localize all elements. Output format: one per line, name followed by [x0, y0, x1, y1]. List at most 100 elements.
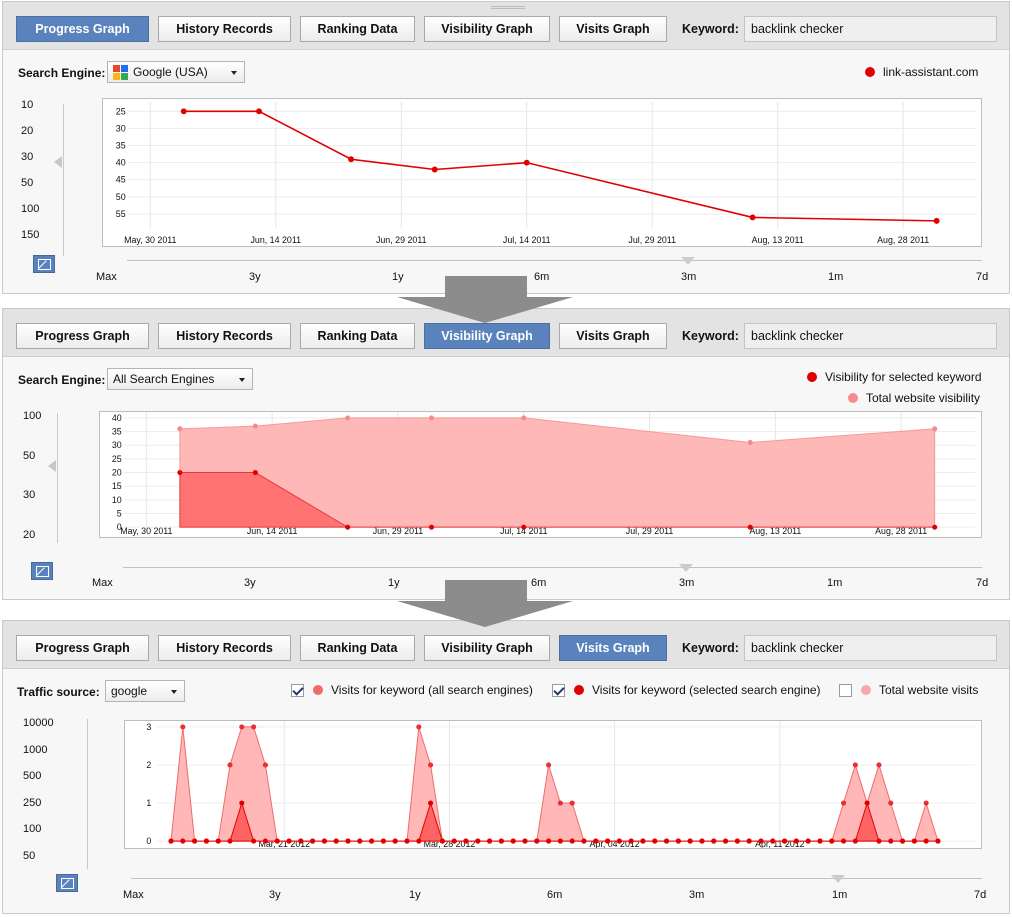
data-point [640, 838, 646, 844]
scale-label: 100 [23, 823, 42, 835]
tab-progress-graph[interactable]: Progress Graph [16, 635, 149, 661]
data-point [605, 838, 611, 844]
keyword-field[interactable] [744, 323, 997, 349]
data-point [286, 838, 292, 844]
range-slider-handle[interactable] [681, 257, 695, 265]
expand-icon[interactable] [56, 874, 78, 892]
checkbox-all-engines[interactable] [291, 683, 304, 697]
legend-dot-icon [807, 372, 817, 382]
visits-graph-panel: Progress Graph History Records Ranking D… [2, 620, 1010, 914]
data-point [348, 156, 355, 163]
zoom-slider-handle[interactable] [54, 156, 62, 168]
zoom-slider-track[interactable] [57, 413, 58, 543]
tab-visits-graph[interactable]: Visits Graph [559, 323, 667, 349]
data-point [899, 838, 906, 844]
data-point [888, 838, 894, 844]
data-point [369, 838, 375, 844]
tab-visibility-graph[interactable]: Visibility Graph [424, 323, 550, 349]
range-slider-handle[interactable] [831, 875, 845, 883]
expand-icon[interactable] [31, 562, 53, 580]
y-tick-label: 15 [112, 481, 122, 491]
zoom-slider-track[interactable] [87, 719, 88, 869]
data-point [357, 838, 363, 844]
tab-ranking-data[interactable]: Ranking Data [300, 16, 415, 42]
legend-item: link-assistant.com [865, 65, 978, 79]
data-point [687, 838, 693, 844]
resize-grip-icon[interactable] [491, 6, 525, 9]
google-icon [113, 64, 128, 80]
scale-label: 250 [23, 796, 42, 809]
tab-ranking-data[interactable]: Ranking Data [300, 635, 415, 661]
data-point [734, 838, 740, 844]
range-label: 1m [832, 889, 848, 901]
x-tick-label: Jul, 14 2011 [500, 526, 548, 536]
data-point [523, 159, 530, 166]
y-tick-label: 2 [146, 760, 151, 770]
range-slider-handle[interactable] [679, 564, 693, 572]
tab-progress-graph[interactable]: Progress Graph [16, 16, 149, 42]
expand-icon[interactable] [33, 255, 55, 273]
scale-label: 50 [21, 177, 34, 189]
data-point [534, 838, 540, 844]
search-engine-select[interactable]: Google (USA) [107, 61, 245, 83]
data-point [239, 724, 245, 730]
range-slider-track[interactable] [127, 260, 982, 261]
range-slider-track[interactable] [123, 567, 982, 568]
tab-history-records[interactable]: History Records [158, 635, 291, 661]
data-point [498, 838, 504, 844]
checkbox-selected-engine[interactable] [552, 683, 565, 697]
traffic-source-select[interactable]: google [105, 680, 185, 702]
data-point [840, 800, 847, 806]
x-tick-label: Aug, 28 2011 [877, 235, 929, 245]
zoom-slider-track[interactable] [63, 104, 64, 256]
keyword-field[interactable] [744, 635, 997, 661]
legend-dot-icon [313, 685, 323, 695]
data-point [749, 214, 756, 221]
data-point [298, 838, 304, 844]
legend-item: Visits for keyword (all search engines) [291, 683, 533, 697]
data-point [428, 800, 434, 806]
search-engine-value: Google (USA) [133, 65, 208, 79]
data-point [215, 838, 221, 844]
zoom-slider-handle[interactable] [48, 460, 56, 472]
tab-visits-graph[interactable]: Visits Graph [559, 635, 667, 661]
x-tick-label: Jun, 14 2011 [247, 526, 298, 536]
data-point [569, 800, 575, 806]
data-point [746, 838, 752, 844]
x-tick-label: Aug, 13 2011 [749, 526, 801, 536]
data-point [321, 838, 327, 844]
x-tick-label: Mar, 21 2012 [258, 839, 310, 849]
tab-visibility-graph[interactable]: Visibility Graph [424, 635, 550, 661]
y-tick-label: 0 [117, 522, 122, 532]
legend-label: Visits for keyword (selected search engi… [592, 683, 821, 697]
legend-dot-icon [861, 685, 871, 695]
checkbox-total-visits[interactable] [839, 683, 852, 697]
tab-visibility-graph[interactable]: Visibility Graph [424, 16, 550, 42]
tab-visits-graph[interactable]: Visits Graph [559, 16, 667, 42]
data-point [333, 838, 339, 844]
tab-ranking-data[interactable]: Ranking Data [300, 323, 415, 349]
range-slider-track[interactable] [131, 878, 982, 879]
x-tick-label: May, 30 2011 [120, 526, 172, 536]
data-point [431, 166, 438, 173]
tab-history-records[interactable]: History Records [158, 16, 291, 42]
data-point [557, 800, 563, 806]
data-point [510, 838, 516, 844]
data-point [793, 838, 799, 844]
data-point [616, 838, 622, 844]
scale-label: 10 [21, 99, 34, 111]
data-point [699, 838, 705, 844]
search-engine-select[interactable]: All Search Engines [107, 368, 253, 390]
tab-history-records[interactable]: History Records [158, 323, 291, 349]
y-tick-label: 20 [112, 467, 122, 477]
keyword-field[interactable] [744, 16, 997, 42]
legend-dot-icon [865, 67, 875, 77]
data-point [711, 838, 717, 844]
data-point [722, 838, 729, 844]
data-point [475, 838, 481, 844]
data-point [177, 426, 183, 432]
data-point [380, 838, 386, 844]
tab-progress-graph[interactable]: Progress Graph [16, 323, 149, 349]
range-label: 1m [828, 271, 844, 283]
data-point [345, 524, 351, 530]
